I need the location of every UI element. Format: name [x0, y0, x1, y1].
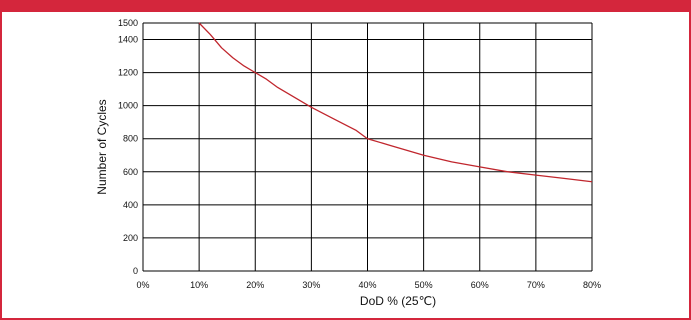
series-layer — [198, 22, 593, 183]
x-tick-label: 40% — [358, 280, 376, 290]
y-tick-label: 600 — [123, 167, 138, 177]
header-band — [0, 0, 691, 12]
y-tick-label: 1200 — [118, 68, 138, 78]
x-tick-label: 10% — [190, 280, 208, 290]
y-tick-label: 1400 — [118, 35, 138, 45]
x-tick-label: 60% — [471, 280, 489, 290]
x-tick-label: 0% — [136, 280, 149, 290]
y-tick-labels: 0 200 400 600 800 1000 1200 1400 1500 — [118, 18, 138, 276]
cycles-curve — [198, 22, 593, 183]
x-tick-labels: 0% 10% 20% 30% 40% 50% 60% 70% 80% — [136, 280, 601, 290]
y-tick-label: 200 — [123, 233, 138, 243]
y-tick-label: 1000 — [118, 101, 138, 111]
y-tick-label: 1500 — [118, 18, 138, 28]
x-tick-label: 20% — [246, 280, 264, 290]
y-tick-label: 0 — [133, 266, 138, 276]
x-axis-title: DoD % (25℃) — [360, 294, 436, 308]
y-tick-label: 800 — [123, 134, 138, 144]
x-tick-label: 30% — [302, 280, 320, 290]
x-tick-label: 80% — [583, 280, 601, 290]
chart-grid — [142, 22, 593, 272]
x-tick-label: 70% — [527, 280, 545, 290]
y-tick-label: 400 — [123, 200, 138, 210]
x-tick-label: 50% — [415, 280, 433, 290]
y-axis-title: Number of Cycles — [95, 99, 109, 194]
